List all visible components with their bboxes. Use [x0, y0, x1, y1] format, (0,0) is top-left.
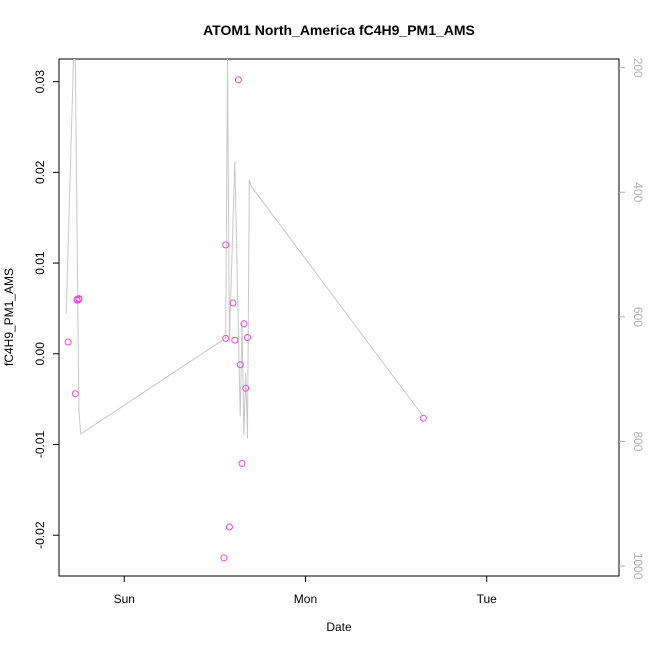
- plot-frame: [58, 58, 620, 577]
- data-point: [229, 299, 237, 307]
- y-tick-label: -0.01: [33, 430, 47, 458]
- data-point: [73, 296, 81, 304]
- data-point: [64, 338, 72, 346]
- chart-title: ATOM1 North_America fC4H9_PM1_AMS: [203, 22, 475, 38]
- y2-tick-label: 800: [631, 431, 645, 451]
- data-point: [222, 241, 230, 249]
- y-tick-label: 0.02: [33, 160, 47, 184]
- y-tick-label: 0.00: [33, 342, 47, 366]
- x-tick-label: Sun: [114, 592, 135, 606]
- secondary-series-line: [65, 59, 424, 439]
- data-point: [238, 460, 246, 467]
- data-point: [231, 336, 239, 344]
- y-axis-label: fC4H9_PM1_AMS: [2, 268, 16, 366]
- secondary-line-layer: [65, 59, 424, 439]
- y2-tick-label: 1000: [631, 553, 645, 580]
- x-tick-label: Mon: [294, 592, 317, 606]
- x-tick-label: Tue: [477, 592, 498, 606]
- data-point: [220, 554, 228, 562]
- y2-tick-label: 200: [631, 58, 645, 78]
- y2-tick-label: 400: [631, 182, 645, 202]
- y2-tick-label: 600: [631, 307, 645, 327]
- x-axis: Sun Mon Tue: [114, 576, 498, 606]
- y2-axis: 200 400 600 800 1000: [619, 58, 645, 580]
- points-layer: [64, 76, 427, 562]
- y-tick-label: -0.02: [33, 521, 47, 549]
- y-tick-label: 0.01: [33, 251, 47, 275]
- y-tick-label: 0.03: [33, 70, 47, 94]
- data-point: [236, 361, 244, 369]
- data-point: [71, 390, 79, 398]
- x-axis-label: Date: [326, 620, 352, 634]
- y-axis: -0.02 -0.01 0.00 0.01 0.02 0.03: [33, 70, 59, 549]
- data-point: [244, 334, 251, 341]
- data-point: [234, 76, 242, 84]
- data-point: [222, 334, 230, 342]
- data-point: [242, 384, 250, 392]
- data-point: [225, 523, 233, 531]
- data-point: [419, 414, 427, 422]
- data-point: [240, 320, 248, 328]
